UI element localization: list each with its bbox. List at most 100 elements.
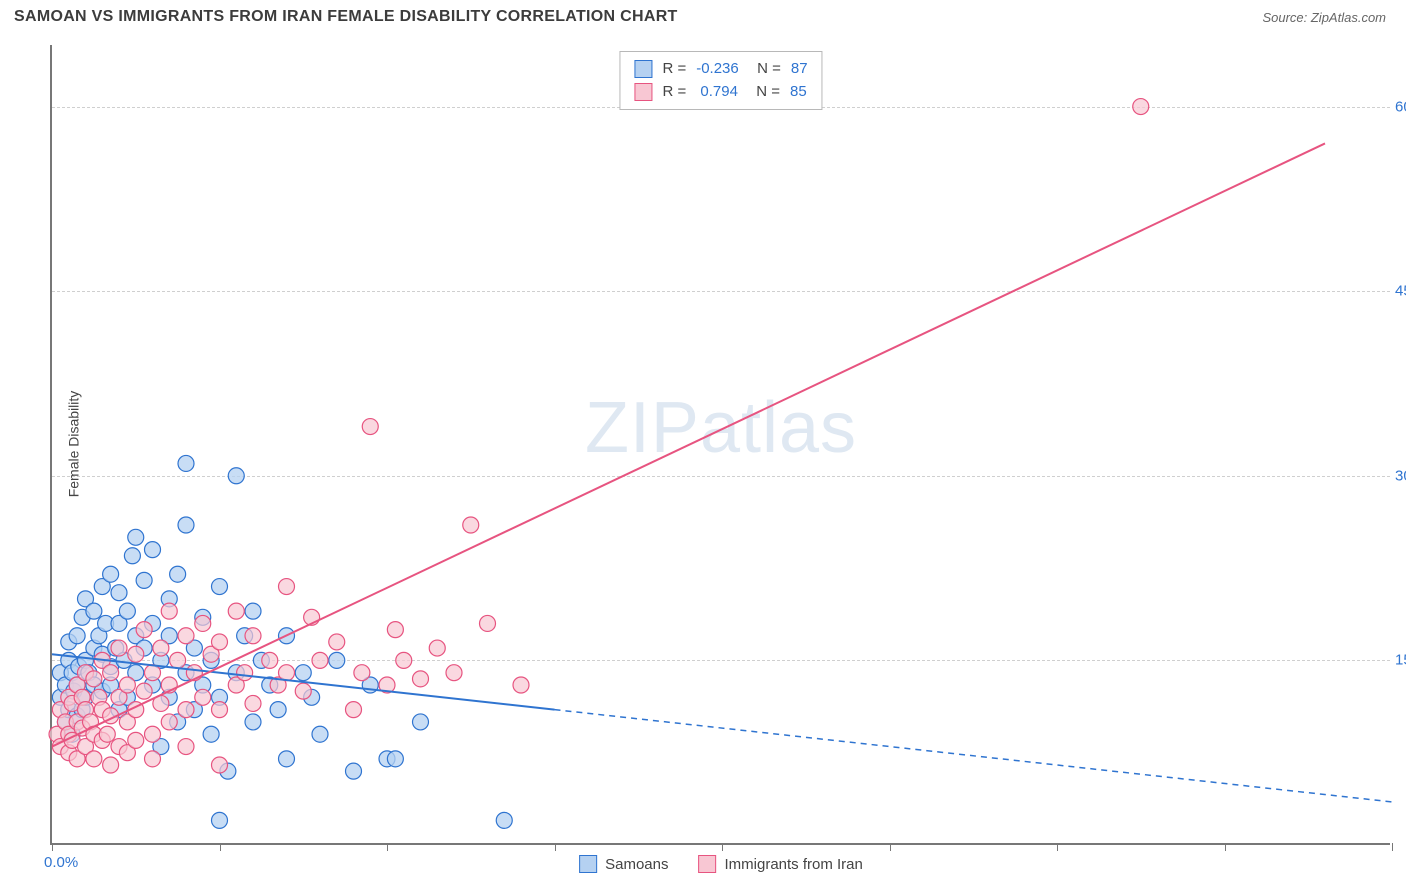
data-point	[279, 665, 295, 681]
legend-item-samoans: Samoans	[579, 855, 668, 873]
data-point	[111, 640, 127, 656]
legend-label-iran: Immigrants from Iran	[725, 856, 863, 873]
data-point	[111, 585, 127, 601]
data-point	[69, 628, 85, 644]
data-point	[99, 726, 115, 742]
data-point	[387, 622, 403, 638]
data-point	[195, 615, 211, 631]
data-point	[295, 683, 311, 699]
x-tick	[1392, 843, 1393, 851]
stats-row-pink: R = 0.794 N = 85	[634, 81, 807, 104]
data-point	[128, 646, 144, 662]
data-point	[463, 517, 479, 533]
data-point	[237, 665, 253, 681]
data-point	[178, 739, 194, 755]
data-point	[178, 702, 194, 718]
stats-legend-box: R = -0.236 N = 87 R = 0.794 N = 85	[619, 51, 822, 110]
data-point	[86, 603, 102, 619]
x-tick	[387, 843, 388, 851]
data-point	[312, 726, 328, 742]
legend-label-samoans: Samoans	[605, 856, 668, 873]
data-point	[212, 812, 228, 828]
x-tick	[890, 843, 891, 851]
data-point	[145, 665, 161, 681]
data-point	[195, 689, 211, 705]
series-legend: Samoans Immigrants from Iran	[579, 855, 863, 873]
plot-area: Female Disability ZIPatlas 15.0%30.0%45.…	[50, 45, 1390, 845]
data-point	[178, 628, 194, 644]
source-attribution: Source: ZipAtlas.com	[1262, 10, 1386, 25]
data-point	[212, 702, 228, 718]
data-point	[86, 751, 102, 767]
swatch-pink	[634, 83, 652, 101]
r-value-blue: -0.236	[696, 58, 739, 81]
data-point	[245, 695, 261, 711]
data-point	[136, 622, 152, 638]
data-point	[161, 714, 177, 730]
data-point	[170, 566, 186, 582]
data-point	[145, 751, 161, 767]
data-point	[413, 714, 429, 730]
data-point	[103, 757, 119, 773]
x-tick	[220, 843, 221, 851]
swatch-blue	[579, 855, 597, 873]
x-tick	[722, 843, 723, 851]
n-value-blue: 87	[791, 58, 808, 81]
data-point	[178, 455, 194, 471]
x-axis-origin-label: 0.0%	[44, 854, 78, 871]
data-point	[228, 603, 244, 619]
data-point	[145, 542, 161, 558]
data-point	[312, 652, 328, 668]
data-point	[362, 419, 378, 435]
data-point	[124, 548, 140, 564]
data-point	[279, 751, 295, 767]
data-point	[212, 579, 228, 595]
r-label: R =	[662, 58, 686, 81]
data-point	[119, 603, 135, 619]
x-tick	[1057, 843, 1058, 851]
y-tick-label: 60.0%	[1395, 98, 1406, 115]
data-point	[396, 652, 412, 668]
data-point	[295, 665, 311, 681]
data-point	[346, 763, 362, 779]
n-value-pink: 85	[790, 81, 807, 104]
data-point	[228, 468, 244, 484]
data-point	[429, 640, 445, 656]
data-point	[203, 726, 219, 742]
r-value-pink: 0.794	[696, 81, 738, 104]
data-point	[128, 529, 144, 545]
chart-title: SAMOAN VS IMMIGRANTS FROM IRAN FEMALE DI…	[14, 8, 678, 26]
data-point	[1133, 99, 1149, 115]
data-point	[245, 714, 261, 730]
data-point	[245, 628, 261, 644]
y-tick-label: 45.0%	[1395, 283, 1406, 300]
data-point	[413, 671, 429, 687]
data-point	[212, 634, 228, 650]
data-point	[136, 683, 152, 699]
stats-row-blue: R = -0.236 N = 87	[634, 58, 807, 81]
y-tick-label: 15.0%	[1395, 652, 1406, 669]
data-point	[136, 572, 152, 588]
data-point	[178, 517, 194, 533]
data-point	[513, 677, 529, 693]
r-label: R =	[662, 81, 686, 104]
data-point	[103, 665, 119, 681]
x-tick	[1225, 843, 1226, 851]
data-point	[354, 665, 370, 681]
data-point	[86, 671, 102, 687]
data-point	[279, 579, 295, 595]
y-tick-label: 30.0%	[1395, 467, 1406, 484]
data-point	[161, 603, 177, 619]
legend-item-iran: Immigrants from Iran	[699, 855, 863, 873]
n-label: N =	[748, 81, 780, 104]
swatch-pink	[699, 855, 717, 873]
data-point	[480, 615, 496, 631]
x-tick	[52, 843, 53, 851]
data-point	[119, 677, 135, 693]
data-point	[270, 702, 286, 718]
data-point	[262, 652, 278, 668]
scatter-plot-svg	[52, 45, 1390, 843]
trend-line	[52, 143, 1325, 746]
x-tick	[555, 843, 556, 851]
data-point	[212, 757, 228, 773]
